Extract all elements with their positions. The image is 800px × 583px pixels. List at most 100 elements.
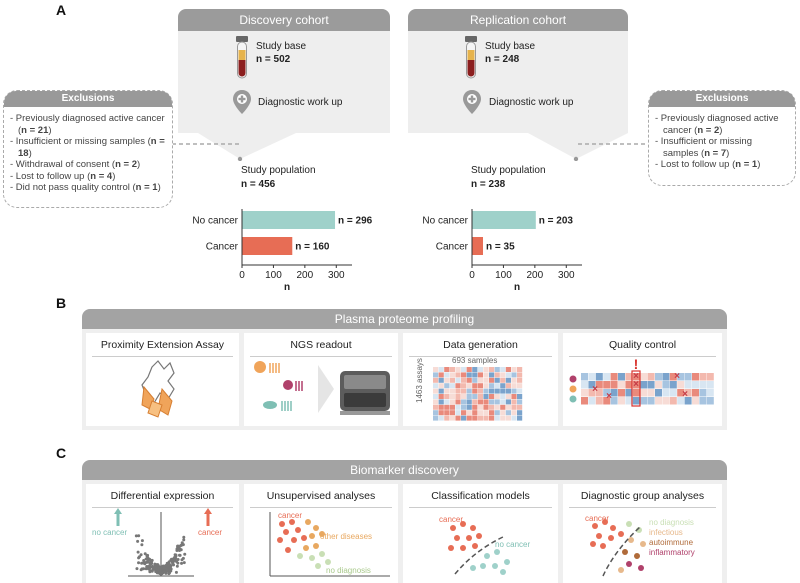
arrow-up-red-icon	[204, 508, 212, 526]
replication-category-label: No cancer	[422, 216, 468, 227]
left-exclusion-connector	[172, 143, 240, 145]
unsup-point	[305, 519, 311, 525]
qc-cell	[684, 397, 692, 405]
qc-cell	[669, 389, 677, 397]
qc-cell	[677, 389, 685, 397]
diag-inflammatory-label: inflammatory	[649, 548, 695, 557]
qc-cell	[699, 389, 707, 397]
heatmap-cell	[517, 367, 523, 372]
heatmap-cell	[438, 388, 444, 394]
qc-cell	[610, 389, 618, 397]
volcano-point	[134, 534, 138, 538]
classif-no-cancer-point	[494, 549, 500, 555]
heatmap-cell	[472, 394, 478, 399]
discovery-category-label: Cancer	[206, 242, 239, 253]
heatmap-cell	[449, 415, 455, 421]
left-exclusions-list: - Previously diagnosed active cancer (n …	[4, 107, 172, 194]
replication-tick-label: 200	[527, 270, 544, 281]
heatmap-cell	[477, 372, 483, 378]
proteome-profiling-title: Plasma proteome profiling	[82, 309, 727, 329]
heatmap-cell	[500, 372, 506, 378]
heatmap-cell	[477, 394, 483, 399]
qc-warning-icon: !	[634, 357, 639, 372]
heatmap-cell	[466, 399, 472, 405]
heatmap-cell	[477, 367, 483, 372]
diag-group-point	[640, 541, 646, 547]
differential-expression-card: Differential expression no cancer cancer	[86, 484, 239, 583]
heatmap-cell	[461, 404, 467, 410]
qc-cell	[706, 389, 714, 397]
heatmap-cell	[438, 394, 444, 399]
volcano-point	[148, 570, 152, 574]
pea-card-title: Proximity Extension Assay	[100, 339, 225, 351]
classif-decision-boundary	[454, 535, 506, 575]
panel-letter-a: A	[56, 2, 67, 18]
heatmap-cell	[500, 377, 506, 383]
qc-cell	[640, 381, 648, 389]
heatmap-cell	[449, 377, 455, 383]
qc-cross-icon: ×	[633, 379, 639, 390]
discovery-bar-chart: No cancer n = 296 Cancer n = 160 0 100 200 300 n	[192, 209, 373, 293]
left-exclusions-title: Exclusions	[4, 91, 172, 107]
heatmap-cell	[472, 399, 478, 405]
qc-cell	[588, 389, 596, 397]
unsupervised-card: Unsupervised analyses cancer other disea…	[244, 484, 398, 583]
qc-cell	[706, 373, 714, 381]
heatmap-cell	[494, 410, 500, 416]
diag-group-point	[638, 565, 644, 571]
volcano-point	[150, 564, 154, 568]
blood-tube-icon	[465, 36, 477, 79]
heatmap-cell	[477, 388, 483, 394]
unsup-point	[277, 537, 283, 543]
heatmap-cell	[466, 377, 472, 383]
volcano-point	[156, 563, 160, 567]
volcano-point	[171, 561, 175, 565]
unsup-point	[319, 551, 325, 557]
heatmap-cell	[472, 410, 478, 416]
volcano-point	[137, 561, 141, 565]
differential-expression-card-title: Differential expression	[110, 490, 215, 502]
volcano-point	[183, 552, 187, 556]
heatmap-cell	[461, 410, 467, 416]
qc-cell	[603, 389, 611, 397]
qc-cell	[647, 373, 655, 381]
heatmap-cell	[449, 367, 455, 372]
heatmap-cell	[494, 377, 500, 383]
heatmap-cell	[494, 383, 500, 389]
quality-control-card: Quality control ! × × × × × ×	[563, 333, 722, 426]
qc-cell	[655, 381, 662, 389]
heatmap-cell	[500, 367, 506, 372]
qc-cell	[640, 373, 648, 381]
diag-decision-boundary	[602, 525, 642, 577]
classif-cancer-point	[472, 543, 478, 549]
heatmap-cell	[433, 415, 439, 421]
right-exclusions-box: Exclusions - Previously diagnosed active…	[648, 90, 796, 186]
qc-highlight-box	[631, 370, 641, 407]
left-exclusion-item: - Insufficient or missing samples (n = 1…	[10, 136, 165, 159]
volcano-point	[143, 552, 147, 556]
discovery-population-n: n = 456	[241, 179, 276, 190]
qc-cell	[632, 381, 640, 389]
left-exclusions-box: Exclusions - Previously diagnosed active…	[3, 90, 173, 208]
unsup-point	[285, 547, 291, 553]
heatmap-cell	[466, 372, 472, 378]
heatmap-cell	[483, 377, 489, 383]
heatmap-cell	[477, 383, 483, 389]
diagnostic-group-scatter	[590, 519, 646, 577]
qc-cell	[655, 373, 662, 381]
heatmap-cell	[517, 377, 523, 383]
heatmap-cell	[433, 404, 439, 410]
qc-cell	[618, 381, 625, 389]
qc-cell	[677, 381, 685, 389]
unsup-point	[315, 563, 321, 569]
heatmap-cell	[500, 388, 506, 394]
volcano-point	[178, 553, 182, 557]
diag-group-point	[634, 553, 640, 559]
replication-bar	[472, 211, 536, 229]
classif-cancer-point	[466, 535, 472, 541]
right-exclusion-item: - Lost to follow up (n = 1)	[655, 159, 761, 170]
volcano-no-cancer-label: no cancer	[92, 528, 128, 537]
heatmap-cell	[455, 367, 461, 372]
discovery-category-label: No cancer	[192, 216, 238, 227]
discovery-study-base-label: Study base	[256, 41, 307, 52]
